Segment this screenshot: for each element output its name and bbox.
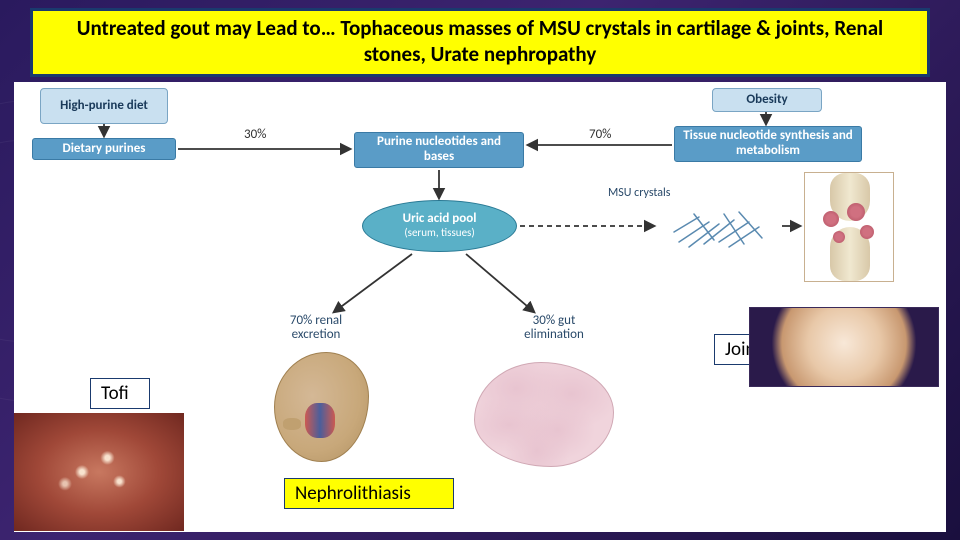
box-tissue-synthesis: Tissue nucleotide synthesis and metaboli… <box>674 126 862 162</box>
label: Nephrolithiasis <box>295 482 411 505</box>
joint-illustration <box>804 172 894 282</box>
label: Dietary purines <box>63 142 146 157</box>
oval-uric-acid-pool: Uric acid pool (serum, tissues) <box>362 200 517 252</box>
box-high-purine-diet: High-purine diet <box>40 88 168 124</box>
gut-elimination-label: 30% gut elimination <box>504 314 604 343</box>
nephrolithiasis-box: Nephrolithiasis <box>284 478 454 509</box>
msu-crystals-label: MSU crystals <box>608 186 670 200</box>
label: High-purine diet <box>60 99 148 114</box>
oval-title: Uric acid pool <box>403 212 477 227</box>
pct-left: 30% <box>244 127 266 142</box>
title-banner: Untreated gout may Lead to… Tophaceous m… <box>30 8 930 77</box>
title-text: Untreated gout may Lead to… Tophaceous m… <box>77 15 883 67</box>
box-purine-nucleotides: Purine nucleotides and bases <box>354 132 524 168</box>
tofi-photo <box>14 413 184 531</box>
tofi-box: Tofi <box>90 378 150 409</box>
msu-crystals-icon <box>664 202 779 257</box>
box-dietary-purines: Dietary purines <box>32 138 176 160</box>
label: Tofi <box>101 382 129 405</box>
renal-excretion-label: 70% renal excretion <box>266 314 366 343</box>
kidney-illustration <box>274 352 369 462</box>
oval-sub: (serum, tissues) <box>404 227 474 240</box>
pct-right: 70% <box>589 127 611 142</box>
intestine-illustration <box>474 362 614 467</box>
box-obesity: Obesity <box>712 88 822 112</box>
label: Purine nucleotides and bases <box>361 135 517 165</box>
label: Tissue nucleotide synthesis and metaboli… <box>681 129 855 159</box>
label: Obesity <box>746 93 787 108</box>
inflammation-photo <box>749 307 939 387</box>
